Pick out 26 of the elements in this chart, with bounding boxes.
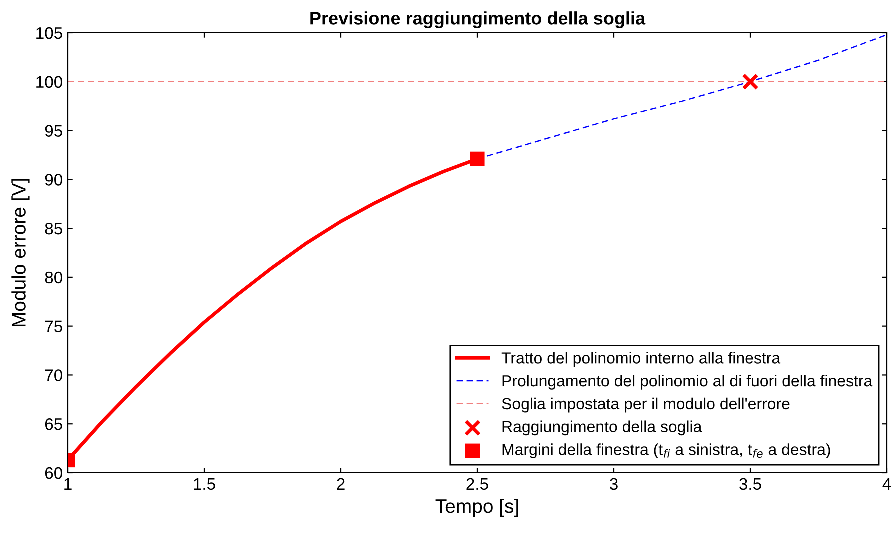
x-tick-label: 2.5 xyxy=(466,478,488,490)
point xyxy=(742,74,759,90)
y-tick-label: 105 xyxy=(36,27,62,40)
x-tick-label: 3.5 xyxy=(740,478,762,490)
y-tick-label: 75 xyxy=(45,320,62,333)
legend-label: Raggiungimento della soglia xyxy=(502,420,702,436)
x-tick-label: 3 xyxy=(610,478,618,490)
chart-title: Previsione raggiungimento della soglia xyxy=(310,12,646,28)
y-tick-label: 85 xyxy=(45,222,62,235)
y-tick-label: 65 xyxy=(45,418,62,430)
legend-label: Prolungamento del polinomio al di fuori della finestra xyxy=(502,374,873,390)
y-tick-label: 70 xyxy=(45,370,62,382)
y-axis-title: Modulo errore [V] xyxy=(12,179,30,327)
legend-label: Soglia impostata per il modulo dell'errore xyxy=(502,398,790,413)
x-tick-label: 1 xyxy=(64,478,72,490)
x-tick-label: 1.5 xyxy=(194,478,216,490)
x-tick-label: 4 xyxy=(882,478,892,490)
x-axis-title: Tempo [s] xyxy=(436,498,518,518)
y-tick-label: 90 xyxy=(45,174,62,186)
legend-label: Tratto del polinomio interno alla finestra xyxy=(502,352,781,367)
legend-label: Margini della finestra (t$_{fi}$ a sinistra, t$_{fe}$ a destra) xyxy=(502,444,830,458)
y-tick-label: 95 xyxy=(45,125,62,137)
y-tick-label: 80 xyxy=(45,272,62,284)
y-tick-label: 60 xyxy=(45,467,62,480)
x-tick-label: 2 xyxy=(337,478,345,490)
y-tick-label: 100 xyxy=(36,76,62,88)
